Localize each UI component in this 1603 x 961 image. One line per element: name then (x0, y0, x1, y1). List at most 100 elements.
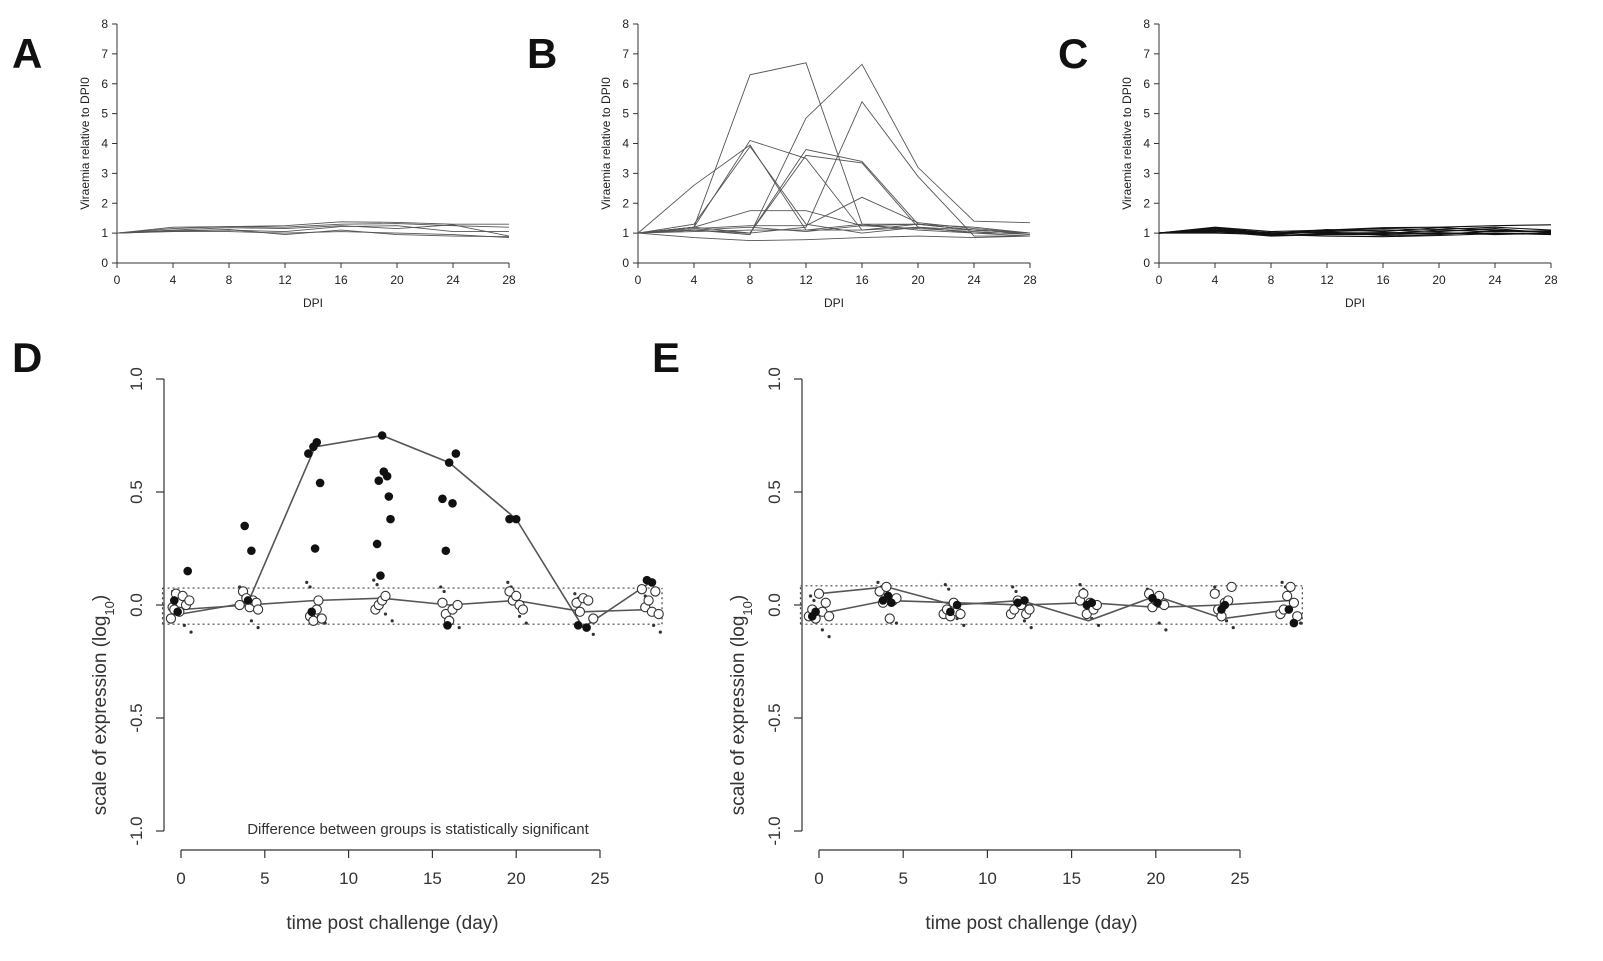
filled-point (372, 539, 382, 549)
x-tick-label: 5 (260, 869, 269, 888)
x-tick-label: 20 (911, 273, 925, 287)
y-tick-label: 1.0 (127, 367, 146, 391)
x-tick-label: 0 (814, 869, 823, 888)
x-axis-label: time post challenge (day) (286, 913, 498, 934)
jitter-dot (1224, 619, 1229, 623)
open-point (1209, 588, 1220, 599)
x-tick-label: 16 (1376, 273, 1390, 287)
open-point (955, 608, 966, 620)
x-tick-label: 16 (855, 273, 869, 287)
x-tick-label: 8 (226, 273, 233, 287)
x-tick-label: 0 (176, 869, 185, 888)
jitter-dot (305, 580, 309, 585)
series-line-10 (637, 196, 1031, 234)
open-point (1285, 581, 1296, 593)
series-line-8 (637, 154, 1030, 234)
jitter-dot (189, 630, 193, 634)
open-point (511, 590, 522, 602)
filled-point (304, 449, 313, 458)
x-tick-label: 20 (507, 869, 526, 888)
x-tick-label: 24 (1488, 273, 1502, 287)
filled-point (887, 598, 896, 608)
y-axis-label: Viraemia relative to DPI0 (78, 77, 92, 210)
y-tick-label: 5 (101, 107, 108, 121)
jitter-dot (820, 628, 824, 632)
open-point (452, 599, 463, 611)
open-point (813, 588, 825, 599)
y-tick-label: 8 (622, 17, 629, 31)
y-tick-label: 5 (622, 107, 629, 121)
panel-e: E -1.0 -0.5 0.0 0.5 1.0 0 5 10 15 20 25 time post ch… (652, 334, 1303, 934)
jitter-dot (1078, 583, 1082, 587)
x-axis-label: time post challenge (day) (925, 913, 1137, 934)
series-line-6 (116, 231, 510, 239)
filled-point (243, 596, 253, 605)
filled-point (448, 499, 457, 508)
x-tick-label: 28 (1023, 273, 1037, 287)
x-tick-label: 15 (1062, 869, 1081, 888)
jitter-dot (1029, 626, 1033, 630)
y-tick-label: 4 (1143, 137, 1150, 151)
y-axis-label-subscript: 10 (740, 601, 755, 615)
filled-point (312, 437, 322, 447)
significance-annotation: Difference between groups is statistical… (247, 821, 589, 838)
y-tick-label: 1 (622, 226, 629, 240)
x-axis-label: DPI (303, 296, 323, 310)
y-axis-label-main: scale of expression (log (90, 616, 111, 816)
open-point (823, 611, 835, 622)
open-point (643, 595, 654, 606)
filled-point (1220, 600, 1230, 610)
y-tick-label: 8 (1143, 17, 1150, 31)
x-tick-label: 0 (114, 273, 121, 287)
open-point (1288, 597, 1300, 608)
x-tick-label: 20 (1432, 273, 1446, 287)
filled-point (307, 607, 317, 617)
open-point (653, 608, 664, 620)
x-tick-label: 4 (170, 273, 177, 287)
jitter-dot (457, 626, 461, 630)
y-axis-label: Viraemia relative to DPI0 (599, 77, 613, 210)
open-point (165, 613, 177, 624)
jitter-dot (517, 614, 522, 618)
filled-point (183, 566, 193, 576)
jitter-dot (1213, 585, 1217, 589)
series-line-1 (1158, 224, 1552, 234)
jitter-dot (1299, 621, 1303, 625)
y-tick-label: 2 (622, 196, 629, 210)
jitter-dot (962, 623, 966, 627)
filled-point (1284, 605, 1294, 614)
y-axis-label: scale of expression (log10) (728, 595, 755, 815)
jitter-dot (591, 632, 595, 636)
filled-point (582, 623, 591, 632)
y-tick-label: 5 (1143, 107, 1150, 121)
x-tick-label: 12 (799, 273, 813, 287)
y-tick-label: 1.0 (765, 367, 784, 391)
panel-letter-e: E (652, 334, 680, 381)
open-point (316, 613, 327, 624)
jitter-dot (372, 578, 376, 582)
filled-point (1289, 618, 1299, 628)
y-tick-label: 0 (1143, 256, 1150, 270)
filled-point (946, 607, 955, 617)
jitter-dot (442, 589, 446, 594)
filled-point (952, 600, 962, 610)
x-tick-label: 20 (1146, 869, 1165, 888)
open-point (1078, 588, 1089, 599)
x-tick-label: 8 (1268, 273, 1275, 287)
x-tick-label: 24 (967, 273, 981, 287)
open-point (881, 581, 892, 593)
x-tick-label: 0 (635, 273, 642, 287)
y-tick-label: 4 (622, 137, 629, 151)
y-axis-label: scale of expression (log10) (90, 595, 117, 815)
series-line-3 (116, 224, 510, 237)
filled-point (1020, 596, 1029, 605)
y-tick-label: 2 (101, 196, 108, 210)
y-tick-label: 7 (622, 47, 629, 61)
series-line-7 (1158, 230, 1552, 237)
open-point (1282, 590, 1293, 602)
y-tick-label: 1 (101, 226, 108, 240)
series-line-2 (1158, 226, 1552, 234)
filled-point (451, 449, 461, 458)
